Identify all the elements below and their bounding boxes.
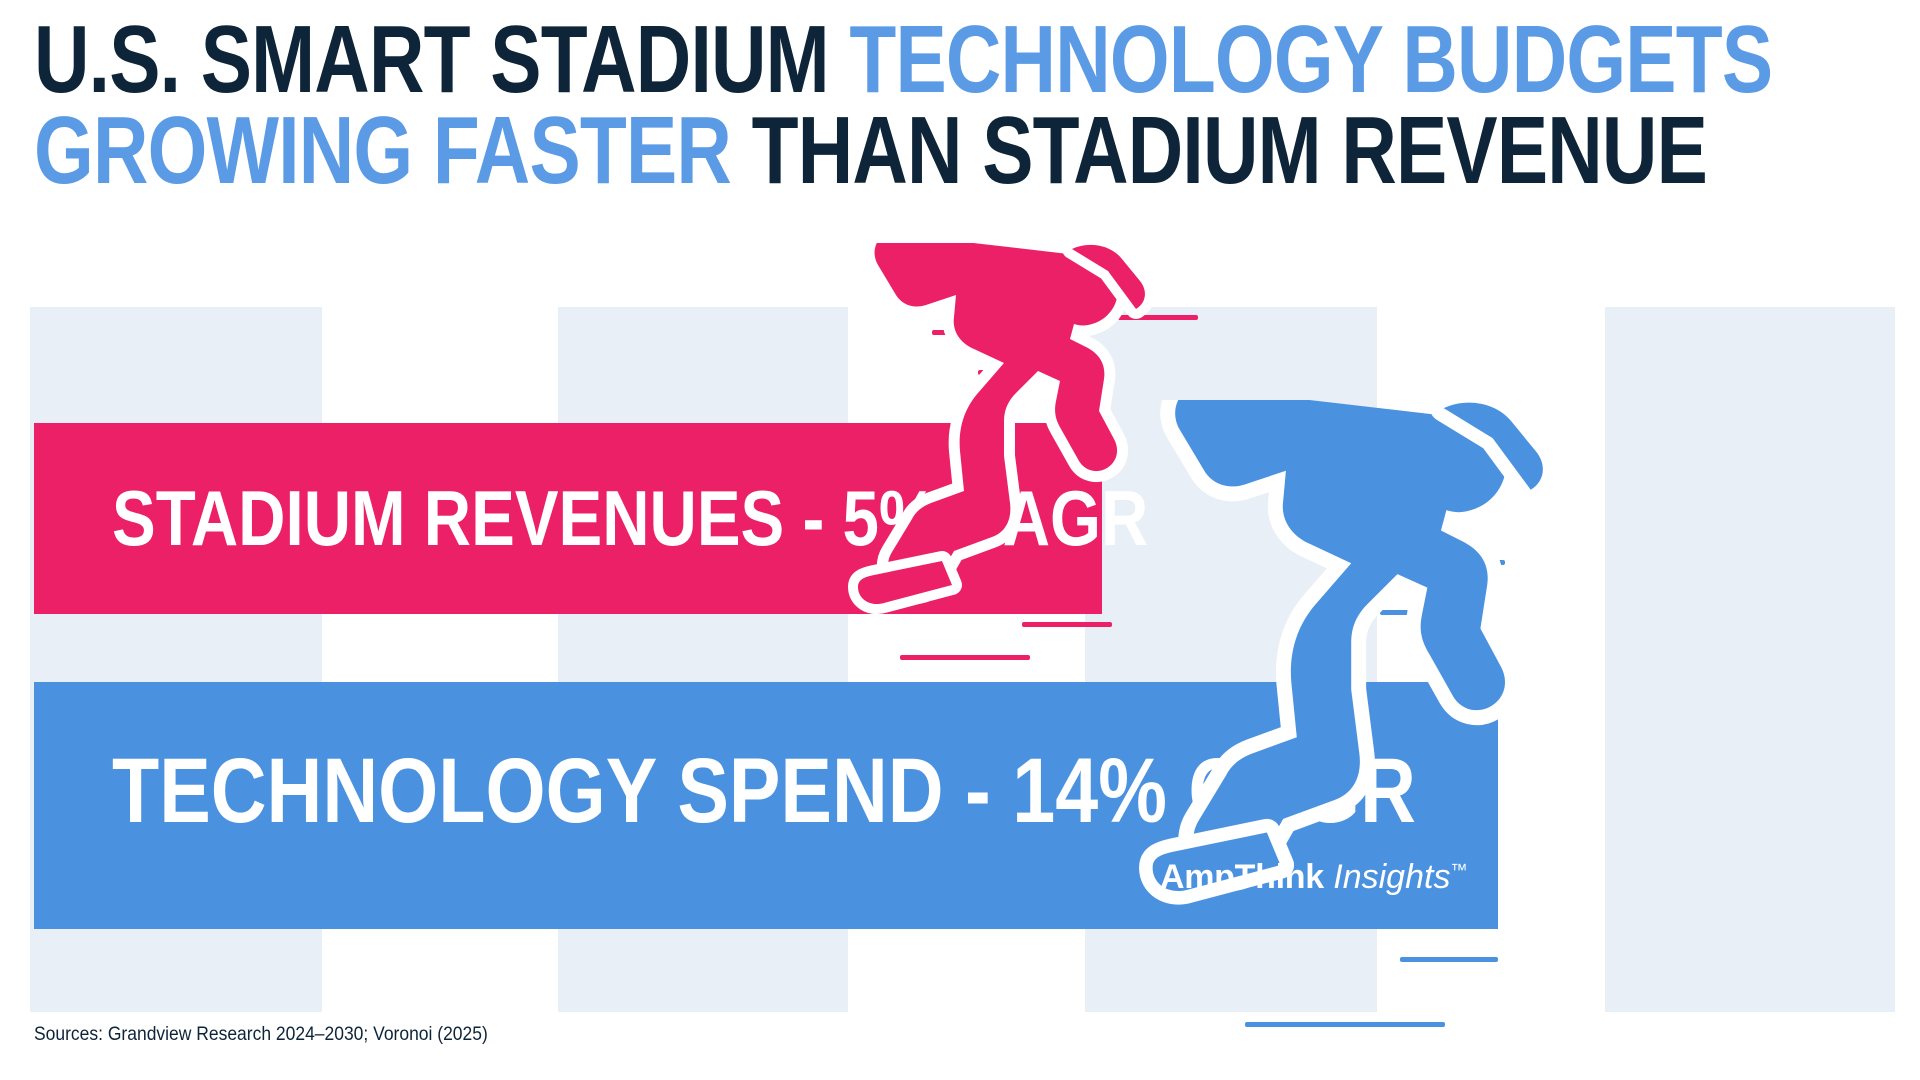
speed-line-5: [900, 655, 1030, 660]
ampthink-insights-logo: AmpThink Insights™: [1160, 858, 1467, 897]
bar-technology-spend: TECHNOLOGY SPEND - 14% CAGR: [34, 682, 1498, 929]
title-line-2: GROWING FASTER THAN STADIUM REVENUE: [34, 103, 1708, 199]
speed-line-11: [1245, 1022, 1445, 1027]
pink-runner-silhouette: [834, 223, 1164, 643]
sources-note: Sources: Grandview Research 2024–2030; V…: [34, 1024, 488, 1045]
trademark-icon: ™: [1450, 860, 1468, 880]
title-segment-blue-2: GROWING FASTER: [34, 97, 732, 205]
title-segment-blue-1: TECHNOLOGY BUDGETS: [849, 6, 1773, 113]
page-title: U.S. SMART STADIUM TECHNOLOGY BUDGETS GR…: [34, 12, 1773, 199]
background-column-4: [1605, 307, 1895, 1012]
title-segment-dark-2: THAN STADIUM REVENUE: [731, 97, 1708, 205]
speed-line-3: [1118, 315, 1198, 320]
title-segment-dark-1: U.S. SMART STADIUM: [34, 6, 850, 113]
speed-line-10: [1400, 957, 1498, 962]
logo-product-text: Insights: [1323, 858, 1451, 896]
blue-runner-silhouette: [1120, 373, 1570, 940]
logo-brand-text: AmpThink: [1160, 858, 1324, 896]
speed-line-6: [1022, 622, 1112, 627]
title-line-1: U.S. SMART STADIUM TECHNOLOGY BUDGETS: [34, 12, 1773, 108]
